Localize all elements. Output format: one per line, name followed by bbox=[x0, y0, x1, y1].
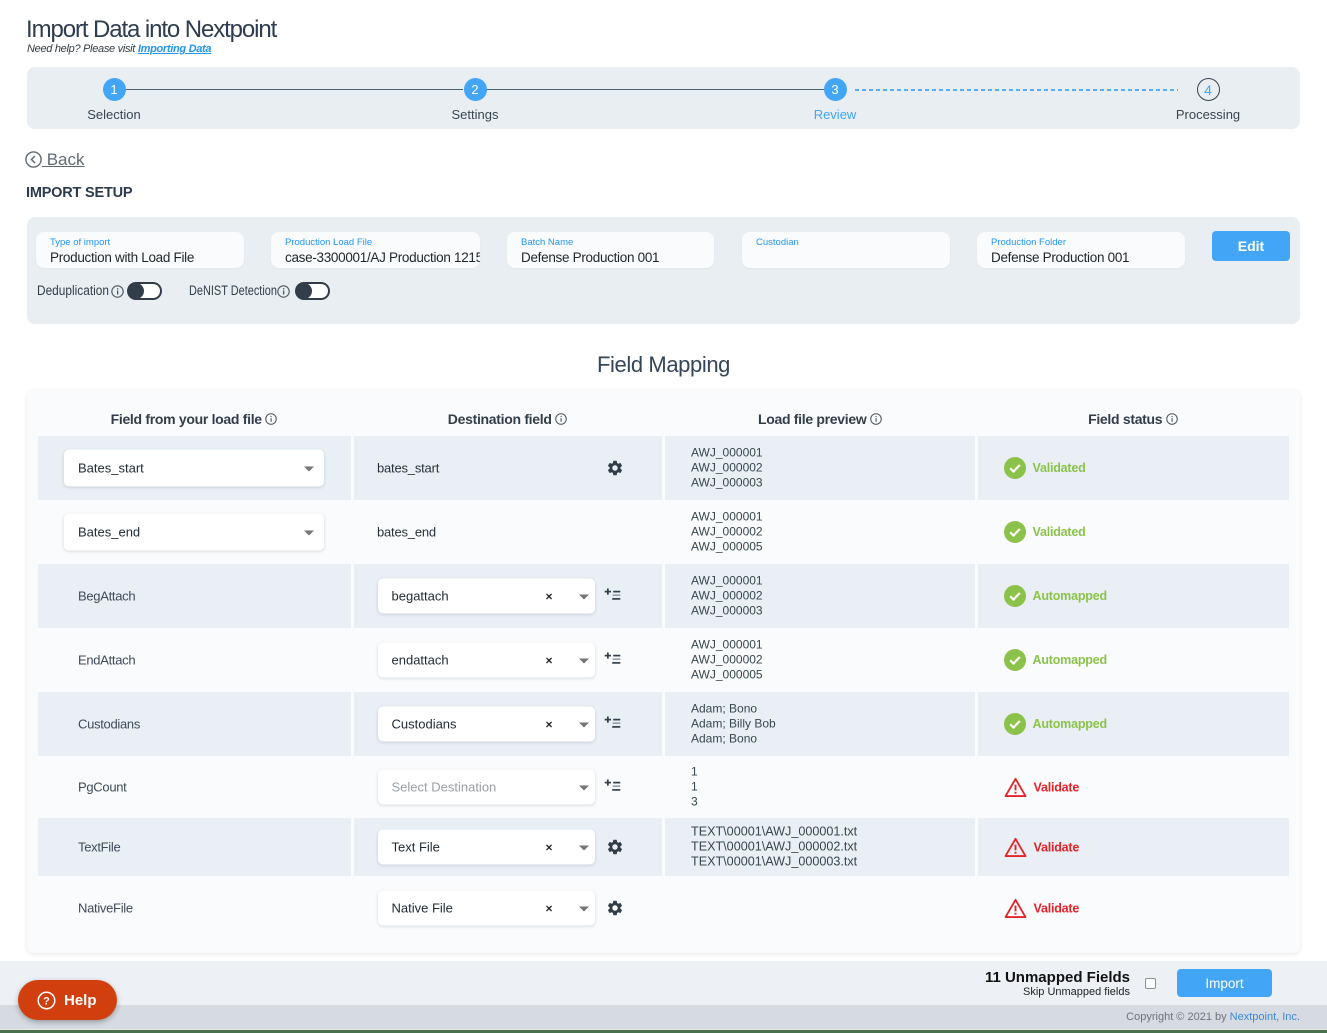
svg-text:?: ? bbox=[43, 995, 50, 1007]
